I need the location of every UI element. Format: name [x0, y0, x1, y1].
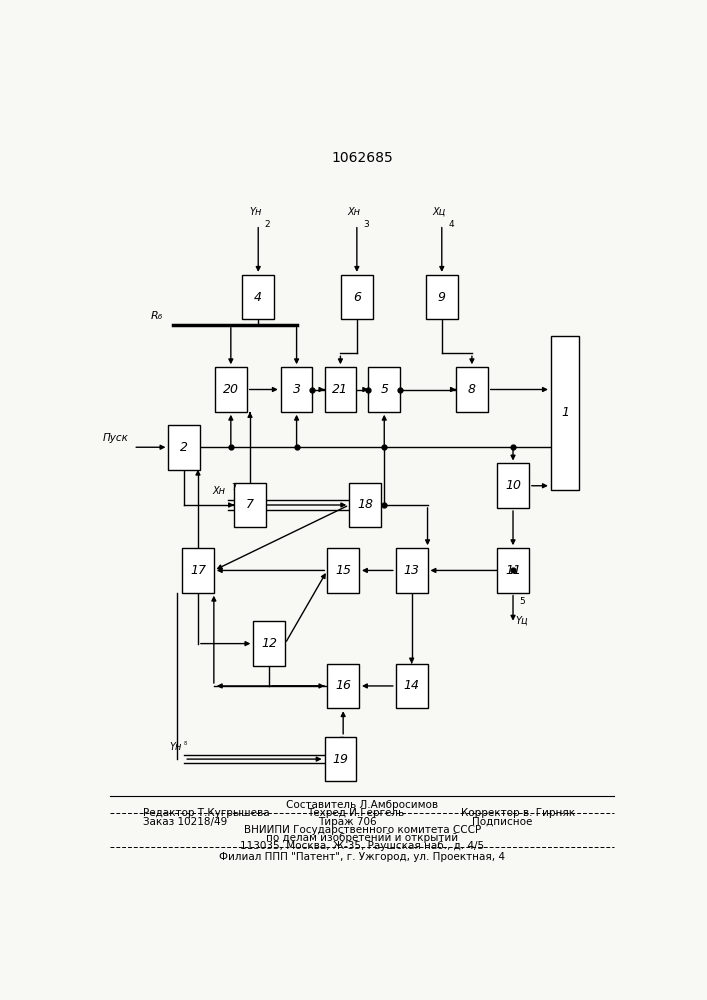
Text: Yц: Yц [516, 616, 528, 626]
Text: по делам изобретений и открытий: по делам изобретений и открытий [267, 833, 458, 843]
Bar [497, 548, 529, 593]
Text: Заказ 10218/49: Заказ 10218/49 [144, 817, 228, 827]
Bar [281, 367, 312, 412]
Text: 1062685: 1062685 [332, 151, 393, 165]
Text: 7: 7 [231, 483, 236, 492]
Bar [215, 367, 247, 412]
Bar [551, 336, 579, 490]
Text: Yн: Yн [169, 742, 182, 752]
Text: Xц: Xц [433, 207, 445, 217]
Text: 8: 8 [468, 383, 476, 396]
Text: 2: 2 [265, 220, 271, 229]
Bar [325, 367, 356, 412]
Bar [243, 275, 274, 319]
Text: Yн: Yн [250, 207, 262, 217]
Text: 14: 14 [404, 679, 420, 692]
Text: 12: 12 [261, 637, 277, 650]
Text: 17: 17 [190, 564, 206, 577]
Text: 4: 4 [448, 220, 454, 229]
Text: 21: 21 [332, 383, 349, 396]
Text: Пуск: Пуск [103, 433, 129, 443]
Bar [456, 367, 488, 412]
Text: Редактор Т.Кугрышева: Редактор Т.Кугрышева [144, 808, 270, 818]
Bar [182, 548, 214, 593]
Text: 18: 18 [357, 498, 373, 512]
Text: 4: 4 [255, 291, 262, 304]
Bar [253, 621, 285, 666]
Bar [426, 275, 457, 319]
Text: 7: 7 [246, 498, 254, 512]
Bar [497, 463, 529, 508]
Text: 19: 19 [332, 753, 349, 766]
Bar [396, 664, 428, 708]
Text: 20: 20 [223, 383, 239, 396]
Text: Техред И.Гергель: Техред И.Гергель [308, 808, 405, 818]
Text: 16: 16 [335, 679, 351, 692]
Text: 6: 6 [353, 291, 361, 304]
Text: Составитель Л.Амбросимов: Составитель Л.Амбросимов [286, 800, 438, 810]
Text: Тираж 706: Тираж 706 [319, 817, 377, 827]
Text: 3: 3 [293, 383, 300, 396]
Text: 15: 15 [335, 564, 351, 577]
Text: 5: 5 [520, 597, 525, 606]
Bar [341, 275, 373, 319]
Bar [349, 483, 381, 527]
Text: 5: 5 [380, 383, 388, 396]
Text: Подписное: Подписное [472, 817, 532, 827]
Text: 113035, Москва, Ж-35, Раушская наб., д. 4/5: 113035, Москва, Ж-35, Раушская наб., д. … [240, 841, 484, 851]
Text: ₈: ₈ [183, 738, 186, 747]
Text: R₆: R₆ [151, 311, 163, 321]
Text: Филиал ППП "Патент", г. Ужгород, ул. Проектная, 4: Филиал ППП "Патент", г. Ужгород, ул. Про… [219, 852, 506, 861]
Text: Xн: Xн [212, 486, 226, 496]
Text: 10: 10 [505, 479, 521, 492]
Text: ВНИИПИ Государственного комитета СССР: ВНИИПИ Государственного комитета СССР [244, 825, 481, 835]
Bar [234, 483, 266, 527]
Text: 2: 2 [180, 441, 188, 454]
Bar [368, 367, 400, 412]
Text: Корректор в. Гирняк: Корректор в. Гирняк [461, 808, 575, 818]
Bar [327, 548, 359, 593]
Bar [168, 425, 200, 470]
Bar [325, 737, 356, 781]
Text: 11: 11 [505, 564, 521, 577]
Text: 3: 3 [363, 220, 369, 229]
Text: 1: 1 [561, 406, 569, 419]
Text: 9: 9 [438, 291, 446, 304]
Bar [327, 664, 359, 708]
Text: 13: 13 [404, 564, 420, 577]
Bar [396, 548, 428, 593]
Text: Xн: Xн [348, 207, 361, 217]
